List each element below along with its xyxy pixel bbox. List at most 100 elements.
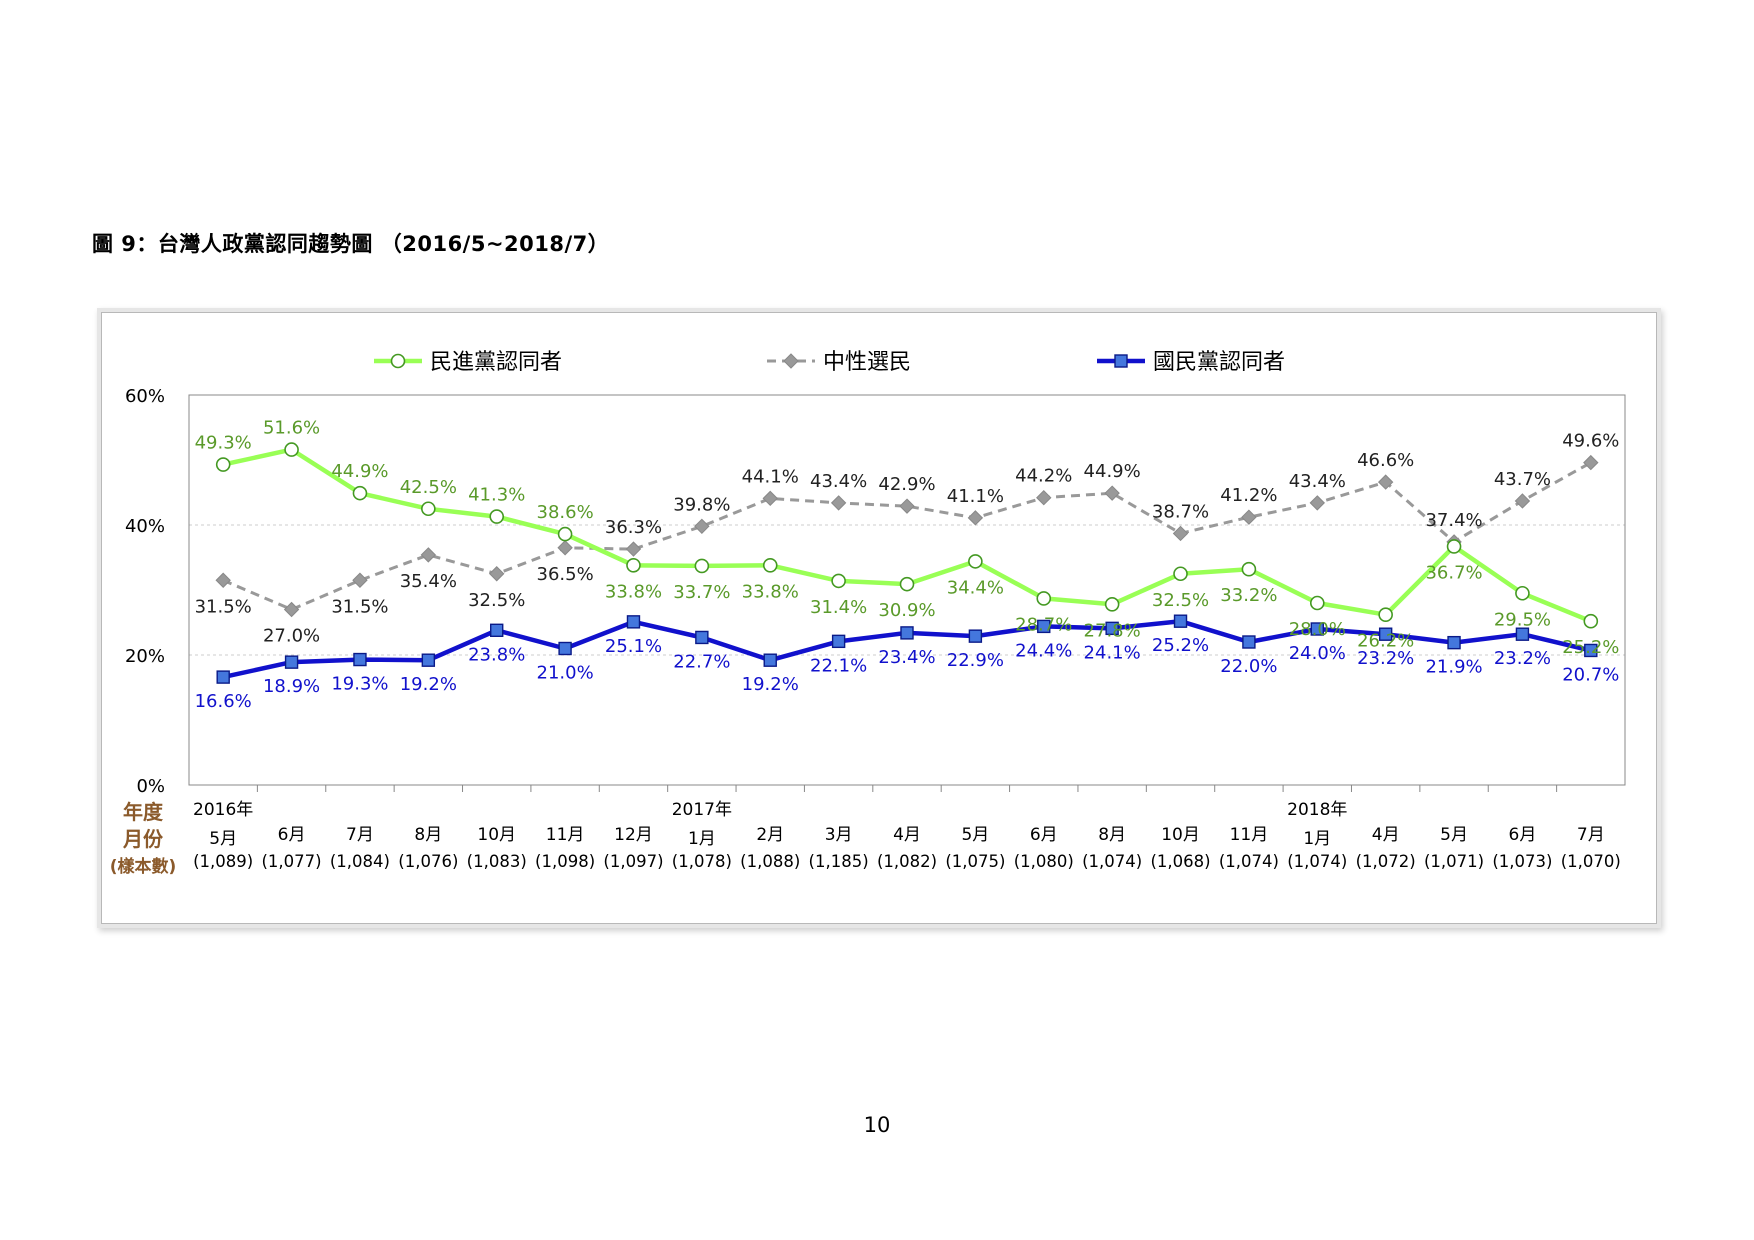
- x-sample-label: (1,098): [535, 852, 595, 871]
- data-point-neutral: [1104, 485, 1120, 501]
- data-label-dpp: 33.7%: [673, 582, 730, 603]
- data-point-kmt: [490, 623, 504, 637]
- data-label-kmt: 19.2%: [742, 674, 799, 695]
- x-month-label: 2月: [756, 825, 784, 845]
- x-month-label: 1月: [688, 829, 716, 849]
- x-sample-label: (1,185): [809, 852, 869, 871]
- data-point-dpp: [1378, 607, 1393, 623]
- data-point-neutral: [1377, 474, 1394, 490]
- data-point-neutral: [1036, 489, 1052, 506]
- data-label-neutral: 39.8%: [673, 494, 730, 515]
- data-label-neutral: 37.4%: [1425, 510, 1482, 531]
- data-label-dpp: 26.2%: [1357, 631, 1414, 652]
- x-sample-label: (1,072): [1356, 852, 1416, 871]
- legend: 民進黨認同者 中性選民 國民黨認同者: [374, 350, 1285, 375]
- axis-header-year: 年度: [123, 800, 164, 824]
- data-label-kmt: 23.2%: [1494, 648, 1551, 669]
- data-point-neutral: [1514, 493, 1531, 509]
- data-label-kmt: 22.9%: [947, 650, 1004, 671]
- data-label-dpp: 32.5%: [1152, 590, 1209, 611]
- data-label-kmt: 22.1%: [810, 655, 867, 676]
- x-month-label: 7月: [346, 825, 374, 845]
- x-sample-label: (1,074): [1082, 852, 1142, 871]
- y-tick-label: 60%: [125, 386, 165, 407]
- data-label-kmt: 16.6%: [195, 691, 252, 712]
- data-label-dpp: 28.0%: [1289, 619, 1346, 640]
- data-point-kmt: [968, 629, 983, 643]
- data-point-neutral: [1241, 509, 1257, 525]
- data-label-kmt: 24.4%: [1015, 640, 1072, 661]
- data-label-kmt: 19.3%: [331, 674, 388, 695]
- data-point-dpp: [626, 558, 641, 573]
- x-month-label: 4月: [1372, 825, 1400, 845]
- data-label-neutral: 49.6%: [1562, 431, 1619, 452]
- data-label-neutral: 41.2%: [1220, 485, 1277, 506]
- x-year-label: 2016年: [193, 800, 253, 820]
- data-label-kmt: 19.2%: [400, 674, 457, 695]
- data-point-neutral: [420, 547, 437, 563]
- data-point-neutral: [489, 566, 505, 582]
- data-point-neutral: [762, 490, 778, 507]
- data-label-kmt: 22.0%: [1220, 656, 1277, 677]
- x-month-label: 11月: [1230, 825, 1269, 845]
- data-label-neutral: 46.6%: [1357, 450, 1414, 471]
- x-sample-label: (1,075): [945, 852, 1005, 871]
- x-month-label: 3月: [825, 825, 853, 845]
- legend-marker-kmt: [1114, 354, 1128, 368]
- x-sample-label: (1,073): [1492, 852, 1552, 871]
- x-month-label: 1月: [1303, 829, 1331, 849]
- data-label-dpp: 34.4%: [947, 577, 1004, 598]
- plot-area: [188, 394, 1626, 786]
- x-month-label: 10月: [1161, 825, 1200, 845]
- data-point-kmt: [1584, 643, 1598, 658]
- data-point-kmt: [763, 653, 777, 667]
- legend-label-neutral: 中性選民: [823, 350, 911, 375]
- data-point-dpp: [831, 573, 846, 589]
- data-point-kmt: [216, 670, 230, 684]
- data-label-neutral: 44.9%: [1084, 461, 1141, 482]
- legend-marker-dpp: [390, 353, 406, 369]
- data-point-dpp: [284, 442, 299, 457]
- x-month-label: 6月: [1509, 825, 1537, 845]
- data-point-kmt: [421, 653, 436, 667]
- data-label-neutral: 38.7%: [1152, 501, 1209, 522]
- data-labels: 49.3% 51.6% 44.9% 42.5% 41.3% 38.6% 33.8% 33.7%…: [195, 418, 1620, 712]
- data-label-kmt: 21.0%: [537, 663, 594, 684]
- data-point-kmt: [1105, 621, 1119, 636]
- axis-header-sample: (樣本數): [110, 856, 177, 877]
- x-sample-label: (1,070): [1561, 852, 1621, 871]
- data-point-neutral: [1309, 495, 1325, 511]
- data-label-dpp: 29.5%: [1494, 609, 1551, 630]
- data-point-dpp: [1173, 566, 1188, 582]
- data-label-dpp: 44.9%: [331, 461, 388, 482]
- x-month-label: 6月: [1030, 825, 1058, 845]
- y-tick-label: 0%: [136, 776, 165, 797]
- data-label-dpp: 31.4%: [810, 597, 867, 618]
- data-point-kmt: [353, 652, 367, 667]
- data-label-dpp: 41.3%: [468, 485, 525, 506]
- data-point-dpp: [1309, 595, 1325, 611]
- data-point-kmt: [900, 626, 914, 640]
- x-sample-label: (1,097): [603, 852, 663, 871]
- x-sample-label: (1,080): [1014, 852, 1074, 871]
- figure-title: 圖 9：台灣人政黨認同趨勢圖 （2016/5~2018/7）: [92, 232, 610, 256]
- data-point-dpp: [215, 457, 231, 472]
- x-sample-label: (1,077): [262, 852, 322, 871]
- data-point-dpp: [1446, 539, 1462, 554]
- data-label-dpp: 33.8%: [605, 581, 662, 602]
- data-point-neutral: [1172, 525, 1189, 542]
- data-point-dpp: [352, 485, 368, 501]
- y-tick-label: 40%: [125, 516, 165, 537]
- data-label-neutral: 43.7%: [1494, 469, 1551, 490]
- data-label-kmt: 23.2%: [1357, 648, 1414, 669]
- data-label-dpp: 49.3%: [195, 433, 252, 454]
- data-label-neutral: 43.4%: [810, 471, 867, 492]
- data-label-kmt: 24.1%: [1084, 642, 1141, 663]
- data-label-kmt: 23.8%: [468, 644, 525, 665]
- data-point-kmt: [1515, 627, 1530, 641]
- data-label-dpp: 36.7%: [1425, 562, 1482, 583]
- data-point-dpp: [1036, 591, 1052, 606]
- data-point-neutral: [899, 498, 915, 514]
